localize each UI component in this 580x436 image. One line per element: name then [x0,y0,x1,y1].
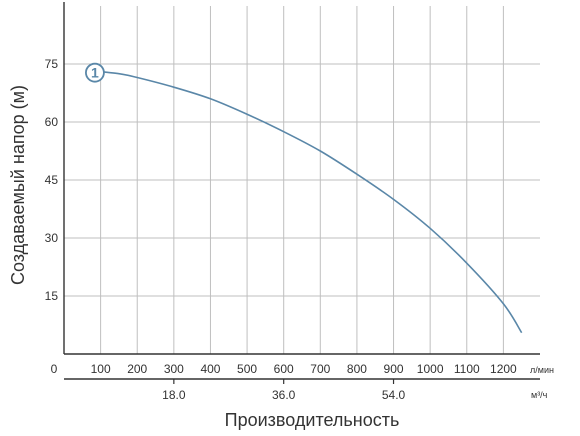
tick-labels: 15 30 45 60 75 0 100 200 300 400 500 600 700 800 900 10… [45,57,517,402]
series-layer: 1 [85,62,523,334]
x-tick-label: 200 [127,362,147,376]
x-tick-label: 700 [310,362,330,376]
x-axis-unit-lpm: л/мин [530,365,554,375]
x2-tick-label: 36.0 [272,388,296,402]
x-tick-label: 0 [51,362,58,376]
y-tick-label: 30 [45,231,59,245]
y-tick-label: 15 [45,289,59,303]
series-label: 1 [91,65,99,81]
x-tick-label: 800 [347,362,367,376]
x2-tick-label: 18.0 [162,388,186,402]
y-tick-label: 60 [45,115,59,129]
x-tick-label: 900 [384,362,404,376]
y-tick-label: 75 [45,57,59,71]
y-tick-label: 45 [45,173,59,187]
x-axis-label: Производительность [225,410,400,430]
x-tick-label: 1200 [490,362,517,376]
x-tick-label: 500 [237,362,257,376]
x-tick-label: 600 [274,362,294,376]
y-axis-label: Создаваемый напор (м) [8,85,28,285]
x-axis-unit-m3h: м³/ч [531,390,548,400]
axes [63,2,540,380]
x-tick-label: 400 [200,362,220,376]
series-line-1 [89,69,523,334]
grid [64,6,540,354]
series-label-circle [85,62,105,83]
x2-tick-label: 54.0 [382,388,406,402]
x-tick-label: 300 [164,362,184,376]
x-tick-label: 100 [91,362,111,376]
x-tick-label: 1000 [417,362,444,376]
x-tick-label: 1100 [454,362,480,376]
